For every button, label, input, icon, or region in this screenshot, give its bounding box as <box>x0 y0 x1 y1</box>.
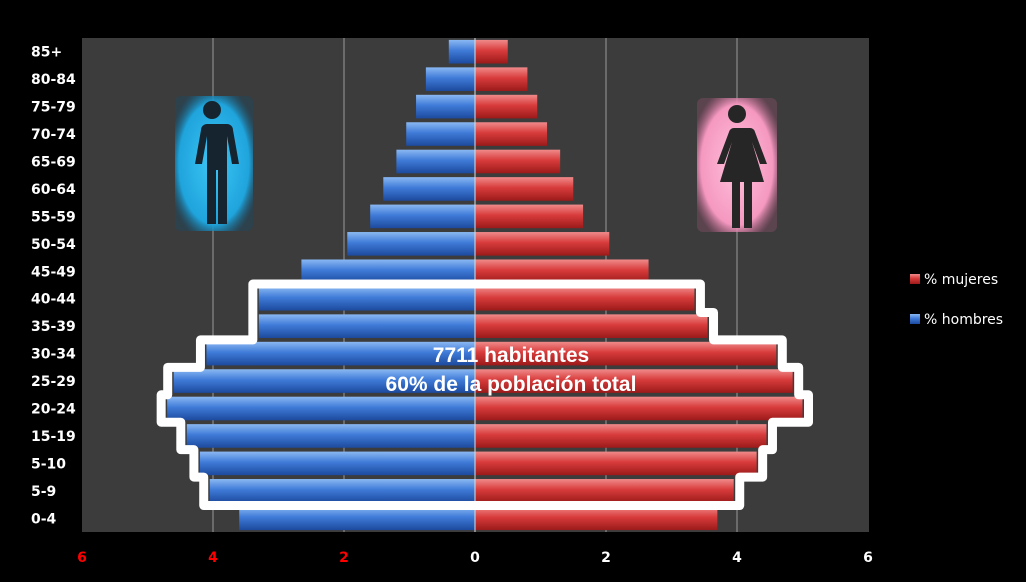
category-label: 65-69 <box>31 155 76 171</box>
bar-mujeres-20-24 <box>475 396 803 421</box>
category-label: 80-84 <box>31 72 76 88</box>
x-tick-label: 0 <box>470 550 480 566</box>
x-tick-labels: 6 4 2 0 2 4 6 <box>77 550 873 566</box>
bar-mujeres-30-34 <box>475 341 777 366</box>
bar-mujeres-35-39 <box>475 314 708 338</box>
legend: % mujeres % hombres <box>910 272 1003 328</box>
bar-hombres-85+ <box>448 39 475 64</box>
category-label: 25-29 <box>31 374 76 390</box>
bar-hombres-45-49 <box>301 259 475 284</box>
bar-mujeres-15-19 <box>475 424 767 448</box>
category-label: 75-79 <box>31 100 76 116</box>
category-label: 30-34 <box>31 347 76 363</box>
x-tick-label: 6 <box>863 550 873 566</box>
legend-label: % mujeres <box>924 272 998 288</box>
bar-mujeres-5-9 <box>475 479 734 503</box>
bar-hombres-75-79 <box>416 94 475 119</box>
bar-mujeres-55-59 <box>475 204 584 229</box>
bar-hombres-40-44 <box>258 286 475 311</box>
bar-mujeres-70-74 <box>475 122 548 146</box>
bar-hombres-15-19 <box>186 424 476 448</box>
bar-hombres-20-24 <box>167 396 475 421</box>
bar-mujeres-85+ <box>475 39 508 64</box>
category-label: 5-10 <box>31 456 66 472</box>
x-tick-label: 6 <box>77 550 87 566</box>
bar-hombres-80-84 <box>425 67 475 91</box>
bar-mujeres-0-4 <box>475 506 718 531</box>
legend-swatch <box>910 274 920 284</box>
category-label: 70-74 <box>31 127 76 143</box>
male-person-icon <box>175 96 253 231</box>
category-label: 50-54 <box>31 237 76 253</box>
annotation-line-2: 60% de la población total <box>386 373 637 396</box>
bar-mujeres-60-64 <box>475 177 574 201</box>
bar-hombres-5-10 <box>199 451 475 476</box>
bar-mujeres-40-44 <box>475 286 695 311</box>
bar-mujeres-50-54 <box>475 232 610 256</box>
x-tick-label: 4 <box>732 550 742 566</box>
bar-hombres-30-34 <box>206 341 475 366</box>
legend-swatch <box>910 314 920 324</box>
category-label: 0-4 <box>31 511 57 527</box>
category-label: 40-44 <box>31 292 76 308</box>
bar-mujeres-75-79 <box>475 94 538 119</box>
bar-hombres-0-4 <box>239 506 475 531</box>
bar-hombres-50-54 <box>347 232 475 256</box>
category-label: 15-19 <box>31 429 76 445</box>
bar-hombres-70-74 <box>406 122 475 146</box>
category-label: 55-59 <box>31 209 76 225</box>
bar-hombres-5-9 <box>209 479 475 503</box>
legend-label: % hombres <box>924 312 1003 328</box>
bar-mujeres-65-69 <box>475 149 561 174</box>
bar-hombres-35-39 <box>258 314 475 338</box>
bar-mujeres-80-84 <box>475 67 528 91</box>
female-person-icon <box>697 98 777 232</box>
category-label: 35-39 <box>31 319 76 335</box>
highlight-outline <box>156 279 813 511</box>
category-label: 20-24 <box>31 402 76 418</box>
x-tick-label: 2 <box>339 550 349 566</box>
bars-layer <box>167 39 803 531</box>
x-tick-label: 2 <box>601 550 611 566</box>
bar-hombres-65-69 <box>396 149 475 174</box>
bar-hombres-55-59 <box>370 204 475 229</box>
category-labels: 85+ 80-84 75-79 70-74 65-69 60-64 55-59 50-54 45… <box>31 45 76 528</box>
bar-mujeres-45-49 <box>475 259 649 284</box>
bar-mujeres-5-10 <box>475 451 757 476</box>
category-label: 5-9 <box>31 484 56 500</box>
annotation-line-1: 7711 habitantes <box>433 344 589 367</box>
category-label: 85+ <box>31 45 62 61</box>
category-label: 60-64 <box>31 182 76 198</box>
x-tick-label: 4 <box>208 550 218 566</box>
category-label: 45-49 <box>31 264 76 280</box>
bar-hombres-60-64 <box>383 177 475 201</box>
bar-mujeres-25-29 <box>475 369 793 393</box>
bar-hombres-25-29 <box>173 369 475 393</box>
